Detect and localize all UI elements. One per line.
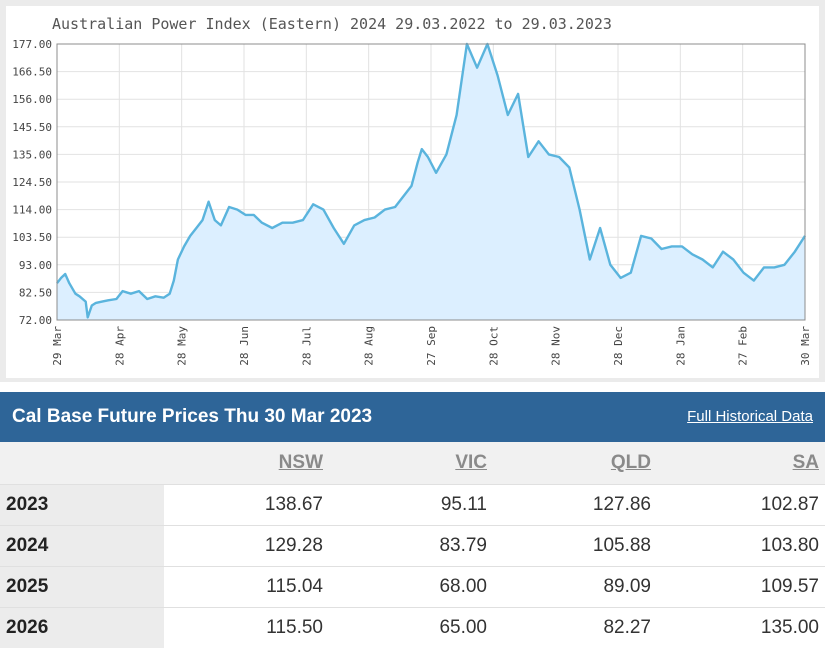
price-cell: 105.88	[493, 525, 657, 566]
x-tick-label: 28 May	[176, 326, 189, 366]
y-axis-ticks: 177.00 166.50 156.00 145.50 135.00 124.50 114.…	[12, 38, 52, 327]
price-cell: 83.79	[329, 525, 493, 566]
y-tick-label: 135.00	[12, 148, 52, 161]
row-year: 2024	[0, 525, 164, 566]
price-cell: 138.67	[164, 484, 329, 525]
price-cell: 127.86	[493, 484, 657, 525]
column-header-sa[interactable]: SA	[792, 451, 819, 473]
chart-panel: Australian Power Index (Eastern) 2024 29…	[0, 0, 825, 382]
area-fill	[57, 44, 805, 320]
price-cell: 135.00	[657, 607, 825, 648]
x-tick-label: 28 Jun	[238, 326, 251, 366]
series-line	[56, 42, 807, 319]
table-row: 2025 115.04 68.00 89.09 109.57	[0, 566, 825, 607]
column-header-nsw[interactable]: NSW	[278, 451, 323, 473]
y-tick-label: 82.50	[19, 286, 52, 299]
x-tick-label: 29 Mar	[51, 326, 64, 366]
price-cell: 65.00	[329, 607, 493, 648]
x-tick-label: 28 Apr	[113, 326, 126, 366]
table-row: 2024 129.28 83.79 105.88 103.80	[0, 525, 825, 566]
x-tick-label: 28 Jul	[300, 326, 313, 366]
price-cell: 115.04	[164, 566, 329, 607]
y-tick-label: 114.00	[12, 204, 52, 217]
price-cell: 115.50	[164, 607, 329, 648]
row-year: 2026	[0, 607, 164, 648]
year-column-header	[0, 442, 164, 484]
full-historical-data-link[interactable]: Full Historical Data	[687, 408, 813, 425]
x-tick-label: 28 Jan	[674, 326, 687, 366]
y-tick-label: 93.00	[19, 259, 52, 272]
y-tick-label: 156.00	[12, 93, 52, 106]
x-axis-ticks: 29 Mar 28 Apr 28 May 28 Jun 28 Jul 28 Aug 27 S…	[51, 326, 812, 366]
table-row: 2023 138.67 95.11 127.86 102.87	[0, 484, 825, 525]
table-header-bar: Cal Base Future Prices Thu 30 Mar 2023 F…	[0, 392, 825, 442]
price-cell: 102.87	[657, 484, 825, 525]
x-tick-label: 28 Aug	[363, 326, 376, 366]
power-index-chart: Australian Power Index (Eastern) 2024 29…	[6, 6, 819, 378]
x-tick-label: 30 Mar	[799, 326, 812, 366]
x-tick-label: 28 Nov	[550, 326, 563, 366]
price-cell: 82.27	[493, 607, 657, 648]
table-title: Cal Base Future Prices Thu 30 Mar 2023	[12, 406, 373, 427]
x-tick-label: 27 Sep	[425, 326, 438, 366]
price-cell: 109.57	[657, 566, 825, 607]
chart-title: Australian Power Index (Eastern) 2024 29…	[52, 15, 612, 33]
y-tick-label: 177.00	[12, 38, 52, 51]
price-cell: 89.09	[493, 566, 657, 607]
x-tick-label: 28 Dec	[612, 326, 625, 366]
price-cell: 103.80	[657, 525, 825, 566]
table-header-row: NSW VIC QLD SA	[0, 442, 825, 484]
y-tick-label: 72.00	[19, 314, 52, 327]
column-header-vic[interactable]: VIC	[455, 451, 487, 473]
row-year: 2023	[0, 484, 164, 525]
row-year: 2025	[0, 566, 164, 607]
x-tick-label: 28 Oct	[487, 326, 500, 366]
future-prices-table: NSW VIC QLD SA 2023 138.67 95.11 127.86 …	[0, 442, 825, 648]
y-tick-label: 103.50	[12, 231, 52, 244]
column-header-qld[interactable]: QLD	[610, 451, 651, 473]
chart-area-series	[56, 42, 807, 320]
price-cell: 68.00	[329, 566, 493, 607]
y-tick-label: 124.50	[12, 176, 52, 189]
y-tick-label: 145.50	[12, 121, 52, 134]
plot-frame	[56, 43, 806, 321]
price-cell: 129.28	[164, 525, 329, 566]
y-tick-label: 166.50	[12, 66, 52, 79]
x-tick-label: 27 Feb	[737, 326, 750, 366]
table-row: 2026 115.50 65.00 82.27 135.00	[0, 607, 825, 648]
price-cell: 95.11	[329, 484, 493, 525]
